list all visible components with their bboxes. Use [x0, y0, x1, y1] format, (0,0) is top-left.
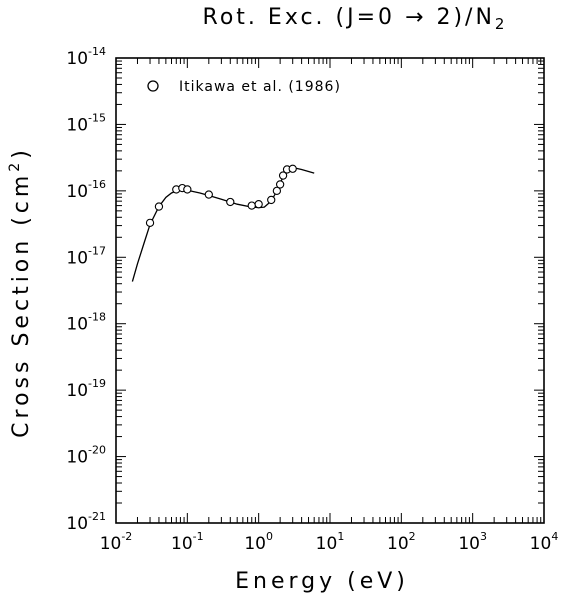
- data-point: [154, 202, 164, 211]
- y-tick-label: 10-15: [66, 111, 106, 135]
- data-point: [288, 164, 297, 173]
- x-tick-label: 101: [316, 530, 345, 554]
- x-tick-label: 10-2: [100, 530, 133, 554]
- series-layer: [131, 164, 315, 282]
- x-tick-label: 104: [530, 530, 559, 554]
- y-tick-label: 10-17: [66, 244, 106, 268]
- y-tick-label: 10-18: [66, 311, 106, 335]
- data-point: [226, 197, 235, 207]
- chart-title-main: Rot. Exc. (J=0 → 2)/N: [203, 5, 495, 30]
- x-tick-label: 100: [244, 530, 273, 554]
- x-axis-title: Energy (eV): [235, 569, 409, 594]
- data-point: [278, 171, 288, 180]
- x-tick-label: 102: [387, 530, 416, 554]
- data-point: [247, 201, 256, 210]
- y-tick-label: 10-20: [66, 444, 106, 468]
- axis-ticks: [115, 58, 544, 524]
- legend: Itikawa et al. (1986): [147, 79, 341, 95]
- legend-label: Itikawa et al. (1986): [179, 79, 341, 95]
- y-tick-label: 10-16: [66, 178, 106, 202]
- chart-title-subscript: 2: [495, 15, 508, 33]
- y-axis-title-superscript: 2: [7, 159, 23, 172]
- y-axis-title: Cross Section (cm2): [7, 146, 34, 438]
- y-axis-title-main: Cross Section (cm: [9, 172, 34, 438]
- y-tick-label: 10-14: [66, 45, 106, 69]
- legend-marker-open-circle: [147, 80, 159, 92]
- y-tick-label: 10-19: [66, 377, 106, 401]
- x-tick-label: 10-1: [171, 530, 204, 554]
- data-point: [204, 190, 213, 199]
- x-tick-labels: 10-2 10-1 100 101 102 103 104: [100, 530, 559, 554]
- y-tick-label: 10-21: [66, 510, 106, 534]
- y-axis-title-end: ): [9, 146, 34, 159]
- data-point: [145, 218, 155, 227]
- data-point: [267, 195, 276, 205]
- data-point: [272, 186, 282, 196]
- fit-curve: [131, 166, 315, 282]
- data-point: [183, 185, 192, 194]
- data-point: [254, 200, 263, 209]
- y-tick-labels: 10-14 10-15 10-16 10-17 10-18 10-19 10-20 10-21: [66, 45, 106, 534]
- chart-title: Rot. Exc. (J=0 → 2)/N2: [203, 5, 508, 33]
- x-tick-label: 103: [458, 530, 487, 554]
- plot-frame: [115, 57, 545, 524]
- data-point: [275, 180, 285, 189]
